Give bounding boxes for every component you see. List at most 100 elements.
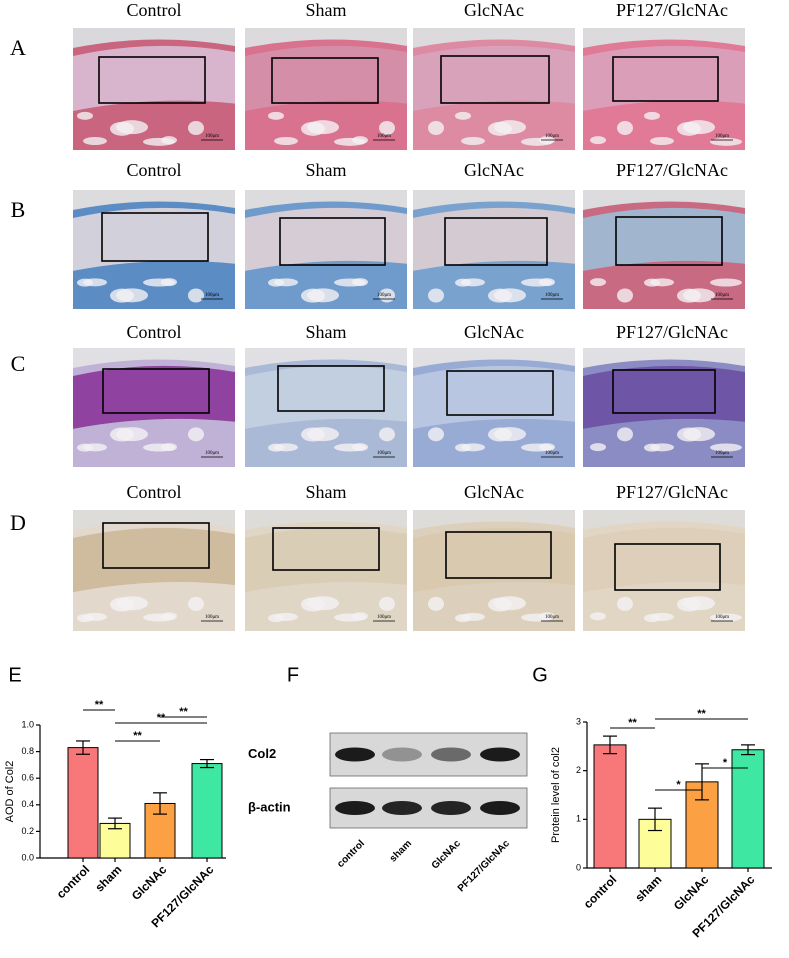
micrograph-lacuna: [683, 596, 715, 611]
significance-label: **: [697, 708, 706, 720]
micrograph-lacuna: [617, 596, 633, 611]
band-label: Col2: [248, 746, 276, 761]
y-tick-label: 0.4: [21, 799, 34, 809]
error-bar: [200, 758, 214, 769]
micrograph: 100μm: [73, 510, 235, 631]
micrograph-cartilage: [245, 527, 407, 593]
roi-box: [612, 56, 719, 102]
micrograph-background: [73, 348, 235, 368]
micrograph: 100μm: [583, 28, 745, 150]
micrograph-lacuna: [268, 111, 284, 120]
y-tick-label: 2: [576, 765, 581, 775]
micrograph-lacuna: [617, 288, 633, 303]
micrograph: 100μm: [413, 510, 575, 631]
micrograph-lacuna: [188, 121, 204, 135]
column-label: Sham: [305, 322, 346, 342]
micrograph-lacuna: [116, 596, 148, 611]
micrograph-lacuna: [494, 120, 526, 135]
y-tick-label: 0.2: [21, 826, 34, 836]
micrograph-lacuna: [116, 427, 148, 442]
micrograph-background: [583, 190, 745, 210]
micrograph-lacuna: [650, 612, 674, 621]
micrograph-lacuna: [650, 443, 674, 452]
bar: [191, 763, 223, 859]
micrograph-lacuna: [455, 111, 471, 120]
micrograph: 100μm: [583, 348, 745, 467]
significance-label: *: [676, 779, 681, 791]
micrograph: 100μm: [413, 190, 575, 309]
roi-box: [102, 522, 210, 569]
column-label: Control: [126, 0, 181, 20]
column-label: Control: [126, 160, 181, 180]
y-tick-label: 1.0: [21, 719, 34, 729]
column-label: Control: [126, 482, 181, 502]
scale-label: 100μm: [545, 615, 559, 620]
roi-box: [440, 55, 550, 104]
band-label: β-actin: [248, 799, 291, 814]
panel-letter: B: [11, 197, 26, 222]
micrograph-lacuna: [494, 427, 526, 442]
panel-letter: G: [532, 664, 548, 686]
significance-label: **: [179, 706, 188, 718]
blot-band: [335, 801, 375, 815]
micrograph-lacuna: [428, 596, 444, 611]
scale-label: 100μm: [715, 615, 729, 620]
scale-label: 100μm: [545, 293, 559, 298]
micrograph: 100μm: [73, 348, 235, 467]
roi-box: [612, 369, 716, 414]
micrograph-lacuna: [710, 443, 742, 452]
blot-band: [382, 801, 422, 815]
micrograph-cartilage: [73, 527, 235, 593]
micrograph-lacuna: [590, 136, 606, 145]
micrograph-background: [73, 510, 235, 530]
micrograph: 100μm: [245, 348, 407, 467]
micrograph-background: [73, 28, 235, 48]
scale-label: 100μm: [377, 134, 391, 139]
micrograph-lacuna: [590, 612, 606, 621]
micrograph-lacuna: [461, 137, 485, 145]
micrograph-lacuna: [307, 596, 339, 611]
significance-label: **: [628, 717, 637, 729]
micrograph-lacuna: [590, 443, 606, 452]
micrograph-background: [245, 190, 407, 210]
column-label: PF127/GlcNAc: [616, 160, 728, 180]
micrograph-lacuna: [683, 120, 715, 135]
scale-label: 100μm: [545, 451, 559, 456]
micrograph-lacuna: [116, 288, 148, 303]
micrograph-lacuna: [83, 612, 107, 621]
micrograph-lacuna: [83, 278, 107, 287]
panel-letter: C: [11, 351, 26, 376]
micrograph-lacuna: [650, 278, 674, 287]
micrograph-lacuna: [188, 427, 204, 442]
column-label: GlcNAc: [464, 322, 524, 342]
bar: [593, 744, 627, 869]
micrograph-lacuna: [539, 443, 555, 452]
column-label: PF127/GlcNAc: [616, 0, 728, 20]
micrograph-background: [245, 28, 407, 48]
y-tick-label: 0.8: [21, 746, 34, 756]
micrograph-lacuna: [352, 443, 368, 452]
micrograph-cartilage: [413, 207, 575, 271]
micrograph: 100μm: [413, 28, 575, 150]
blot-band: [431, 801, 471, 815]
micrograph-lacuna: [428, 427, 444, 442]
micrograph-cartilage: [583, 207, 745, 271]
roi-box: [446, 370, 554, 416]
bar: [67, 747, 99, 859]
column-label: Control: [126, 322, 181, 342]
scale-label: 100μm: [205, 134, 219, 139]
micrograph-background: [413, 190, 575, 210]
micrograph-lacuna: [428, 121, 444, 135]
micrograph-cartilage: [583, 45, 745, 111]
y-tick-label: 0.0: [21, 852, 34, 862]
micrograph-lacuna: [274, 278, 298, 287]
y-tick-label: 0: [576, 862, 581, 872]
column-label: GlcNAc: [464, 160, 524, 180]
micrograph-lacuna: [683, 288, 715, 303]
roi-box: [444, 217, 548, 266]
micrograph-cartilage: [73, 45, 235, 111]
micrograph-lacuna: [161, 612, 177, 621]
micrograph-lacuna: [710, 613, 742, 622]
blot-band: [431, 747, 471, 762]
micrograph-lacuna: [188, 288, 204, 303]
